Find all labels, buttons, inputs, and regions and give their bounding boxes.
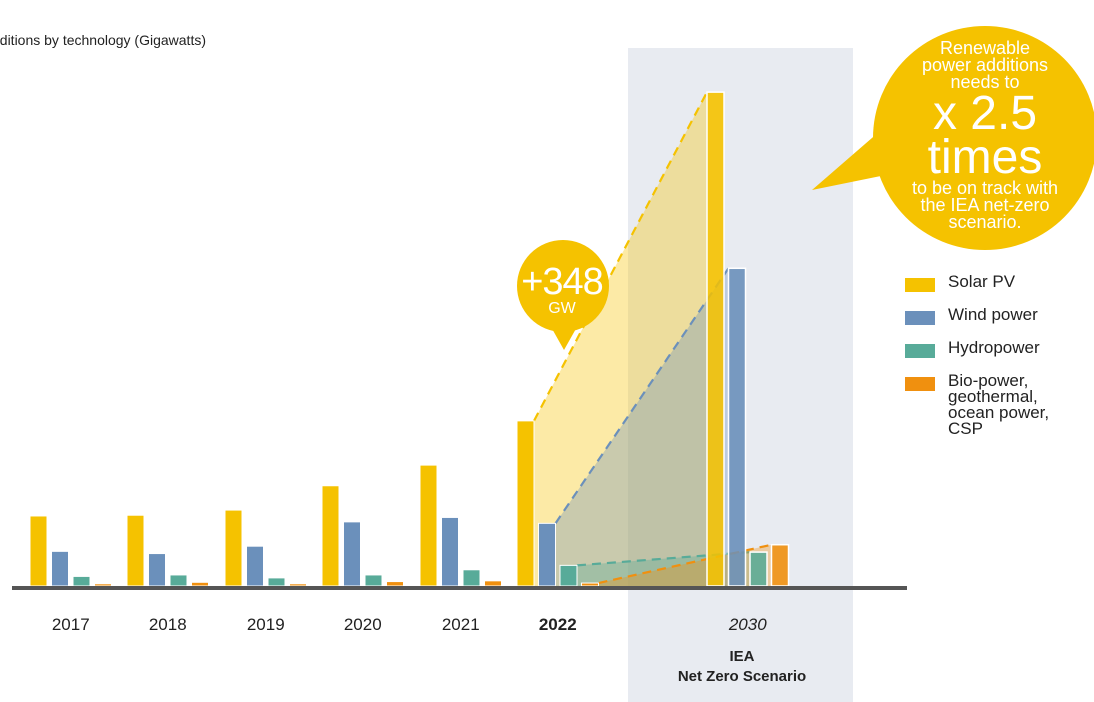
bar-bio-power-2022: [581, 582, 599, 587]
growth-wedge-0: [534, 92, 724, 586]
increase-callout-text: +348 GW: [516, 261, 608, 317]
increase-callout-bubble: [517, 240, 609, 332]
callout-line: scenario.: [948, 212, 1022, 232]
bar-hydropower-2017: [72, 575, 91, 587]
tick-label-2018: 2018: [149, 615, 187, 634]
bar-solar-2022: [516, 420, 535, 587]
callout-line: power additions: [921, 55, 1049, 75]
bar-hydropower-2018: [169, 574, 188, 587]
bar-solar-2030: [706, 91, 725, 587]
bar-hydropower-2022: [559, 564, 578, 587]
legend-label: Hydropower: [948, 338, 1040, 357]
tick-label-2019: 2019: [247, 615, 285, 634]
callout-line: needs to: [950, 72, 1020, 92]
bar-wind-2017: [51, 550, 69, 587]
increase-value: +348: [521, 261, 604, 303]
callout-line: the IEA net-zero: [920, 195, 1050, 215]
bar-bio-power-2030: [770, 543, 790, 587]
legend-label: Bio-power, geothermal, ocean power, CSP: [948, 371, 1050, 438]
growth-trend-line-1: [554, 267, 730, 524]
callout-line: Renewable: [939, 38, 1031, 58]
bar-solar-2021: [419, 464, 438, 587]
legend-item-solar: Solar PV: [905, 272, 1090, 292]
increase-unit: GW: [548, 300, 576, 317]
legend-item-wind: Wind power: [905, 305, 1090, 325]
bar-bio-power-2020: [386, 581, 404, 587]
bar-wind-2022: [538, 522, 556, 587]
legend-swatch-bio: [905, 377, 935, 391]
tick-label-2022: 2022: [539, 615, 577, 634]
bar-bio-power-2017: [94, 583, 112, 587]
bar-wind-2030: [727, 267, 747, 587]
bar-hydropower-2020: [364, 574, 383, 587]
legend: Solar PV Wind power Hydropower Bio-power…: [905, 272, 1090, 452]
bar-bio-power-2021: [484, 580, 502, 587]
bar-solar-2019: [224, 509, 243, 587]
legend-item-hydro: Hydropower: [905, 338, 1090, 358]
chart-subtitle: dditions by technology (Gigawatts): [0, 32, 206, 48]
callout-line: to be on track with: [911, 178, 1059, 198]
bar-solar-2020: [321, 485, 340, 587]
bar-bio-power-2018: [191, 581, 209, 587]
bar-solar-2017: [29, 515, 48, 587]
bar-hydropower-2030: [749, 551, 768, 587]
bar-wind-2021: [441, 516, 459, 587]
bar-wind-2018: [148, 553, 166, 587]
legend-swatch-hydro: [905, 344, 935, 358]
tick-label-2017: 2017: [52, 615, 90, 634]
bar-bio-power-2019: [289, 583, 307, 587]
scenario-note-line: Net Zero Scenario: [678, 668, 806, 685]
callout-multiplier: x 2.5 times: [927, 87, 1043, 184]
tick-label-2021: 2021: [442, 615, 480, 634]
bar-wind-2020: [343, 521, 361, 587]
bar-hydropower-2019: [267, 577, 286, 587]
growth-wedge-1: [555, 268, 746, 586]
bar-wind-2019: [246, 545, 264, 587]
legend-swatch-wind: [905, 311, 935, 325]
legend-swatch-solar: [905, 278, 935, 292]
growth-trend-line-0: [533, 91, 708, 422]
tick-label-2020: 2020: [344, 615, 382, 634]
legend-label: Wind power: [948, 305, 1038, 324]
tick-label-2030: 2030: [728, 615, 767, 634]
legend-label: Solar PV: [948, 272, 1016, 291]
multiplier-callout-bubble: [873, 26, 1094, 250]
bar-solar-2018: [126, 514, 145, 587]
scenario-note-line: IEA: [729, 648, 754, 665]
legend-item-bio: Bio-power, geothermal, ocean power, CSP: [905, 371, 1090, 438]
bar-hydropower-2021: [462, 569, 481, 587]
multiplier-callout-text: Renewable power additions needs to x 2.5…: [880, 38, 1090, 232]
